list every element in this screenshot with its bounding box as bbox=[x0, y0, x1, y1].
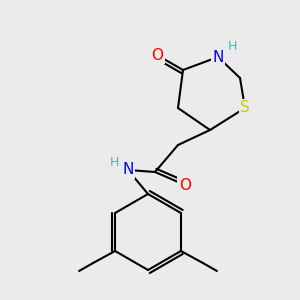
Text: S: S bbox=[240, 100, 250, 116]
Text: N: N bbox=[122, 163, 134, 178]
Text: H: H bbox=[227, 40, 237, 53]
Text: O: O bbox=[179, 178, 191, 193]
Text: N: N bbox=[212, 50, 224, 64]
Text: O: O bbox=[151, 47, 163, 62]
Text: H: H bbox=[109, 157, 119, 169]
